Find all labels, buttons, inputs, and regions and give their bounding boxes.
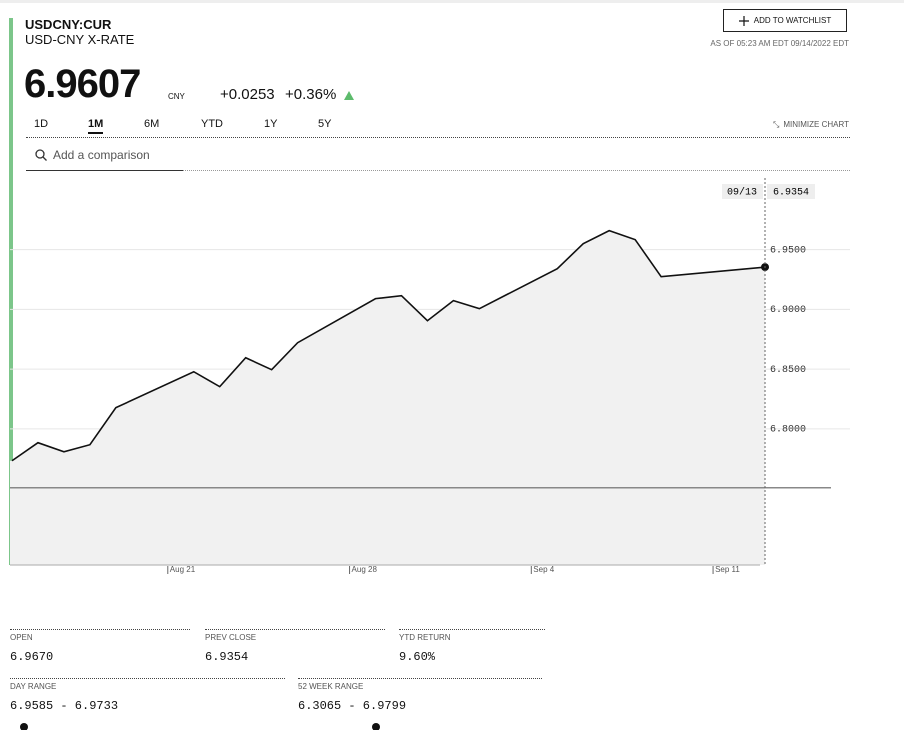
stat-label: OPEN: [10, 633, 33, 642]
watchlist-button[interactable]: ADD TO WATCHLIST: [723, 9, 847, 32]
stat-label: YTD RETURN: [399, 633, 451, 642]
stat-label: 52 WEEK RANGE: [298, 682, 364, 691]
divider: [26, 170, 850, 171]
plus-icon: [738, 15, 749, 26]
minimize-label: MINIMIZE CHART: [783, 120, 849, 129]
comparison-placeholder: Add a comparison: [53, 148, 150, 162]
x-tick-label: Aug 21: [170, 565, 196, 574]
search-icon: [35, 149, 47, 161]
top-bar: [0, 0, 904, 3]
stat-label: DAY RANGE: [10, 682, 57, 691]
range-tab[interactable]: 6M: [144, 118, 160, 130]
range-tab[interactable]: 5Y: [318, 118, 332, 130]
stat-rule: [298, 678, 542, 679]
minimize-chart[interactable]: ⤡ MINIMIZE CHART: [772, 120, 849, 129]
change-pct: +0.36%: [285, 86, 337, 103]
y-tick-label: 6.9000: [770, 305, 806, 316]
price: 6.9607: [24, 62, 141, 106]
stat-label: PREV CLOSE: [205, 633, 257, 642]
stat-rule: [10, 629, 190, 630]
watchlist-label: ADD TO WATCHLIST: [753, 16, 832, 25]
stat-value: 6.9585 - 6.9733: [10, 699, 119, 713]
up-arrow: [344, 91, 354, 100]
range-tab[interactable]: YTD: [201, 118, 223, 130]
x-tick-label: Sep 4: [533, 565, 554, 574]
range-tab[interactable]: 1Y: [264, 118, 278, 130]
range-dot: [372, 723, 380, 730]
y-tick-label: 6.8000: [770, 424, 806, 435]
stat-value: 6.9670: [10, 650, 54, 664]
range-dot: [20, 723, 28, 730]
x-tick-label: Sep 11: [715, 565, 740, 574]
stat-value: 6.9354: [205, 650, 249, 664]
crosshair-date: 09/13: [727, 187, 757, 199]
price-line: [11, 229, 766, 462]
crosshair-date-box: [722, 184, 763, 199]
instrument-name: USD-CNY X-RATE: [25, 32, 135, 47]
stat-rule: [399, 629, 545, 630]
range-tab[interactable]: 1D: [34, 118, 49, 130]
divider: [26, 137, 850, 138]
chart: BloombergMarkets6.80006.85006.90006.9500…: [10, 178, 850, 574]
crosshair-value: 6.9354: [773, 188, 809, 199]
as-of: AS OF 05:23 AM EDT 09/14/2022 EDT: [710, 39, 849, 48]
crosshair-value-box: [767, 184, 815, 199]
y-tick-label: 6.8500: [770, 365, 806, 376]
comparison-input[interactable]: Add a comparison: [26, 146, 183, 171]
accent-bar: [9, 18, 13, 565]
change: +0.0253: [220, 86, 275, 103]
y-tick-label: 6.9500: [770, 245, 806, 256]
stat-value: 6.3065 - 6.9799: [298, 699, 407, 713]
currency: CNY: [168, 92, 185, 101]
ticker: USDCNY:CUR: [25, 17, 112, 32]
range-tab[interactable]: 1M: [88, 118, 104, 134]
stat-value: 9.60%: [399, 650, 436, 664]
stat-rule: [10, 678, 285, 679]
stat-rule: [205, 629, 385, 630]
x-tick-label: Aug 28: [352, 565, 378, 574]
area: [10, 230, 765, 566]
